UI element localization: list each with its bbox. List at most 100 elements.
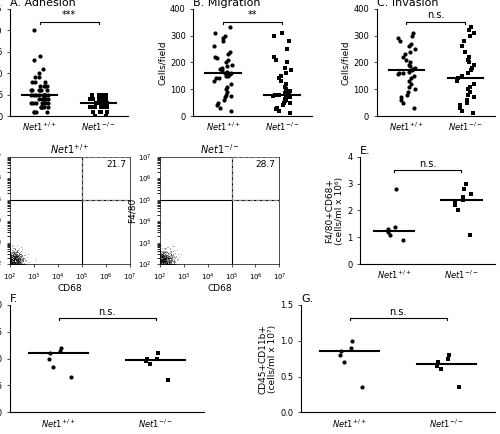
Point — [15, 261, 23, 268]
Point — [8, 261, 16, 268]
Point — [156, 261, 164, 268]
Point — [156, 261, 164, 268]
Point — [6, 261, 14, 268]
Point — [167, 252, 175, 259]
Point — [156, 261, 164, 268]
Point — [6, 261, 14, 268]
Point — [156, 261, 164, 268]
Point — [6, 248, 14, 255]
Point — [10, 261, 18, 268]
Point — [104, 100, 112, 107]
Point — [14, 261, 22, 268]
Point — [156, 261, 164, 268]
Point — [160, 261, 168, 268]
Point — [6, 261, 14, 268]
Point — [156, 261, 164, 268]
Point — [6, 261, 14, 268]
Point — [160, 255, 168, 262]
Point — [6, 261, 14, 268]
Point — [156, 261, 164, 268]
Point — [6, 261, 14, 268]
Point — [156, 261, 164, 268]
Point — [156, 261, 164, 268]
Point — [6, 261, 14, 268]
Point — [156, 261, 164, 268]
Point — [6, 261, 14, 268]
Point — [6, 261, 14, 268]
Point — [156, 256, 164, 263]
Point — [6, 254, 14, 261]
Point — [6, 261, 14, 268]
Point — [18, 261, 25, 268]
Point — [20, 261, 28, 268]
Point — [156, 261, 164, 268]
Point — [156, 261, 164, 268]
Point — [156, 261, 164, 268]
Point — [156, 261, 164, 268]
Point — [12, 261, 20, 268]
Point — [12, 257, 20, 264]
Point — [6, 261, 14, 268]
Point — [6, 261, 14, 268]
Point — [7, 256, 15, 263]
Point — [156, 261, 164, 268]
Point — [6, 261, 14, 268]
Point — [6, 261, 14, 268]
Point — [156, 261, 164, 268]
Point — [162, 253, 170, 260]
Point — [6, 261, 14, 268]
Point — [156, 261, 164, 268]
Point — [6, 261, 14, 268]
Point — [13, 261, 21, 268]
Point — [156, 261, 164, 268]
Point — [9, 249, 17, 256]
Point — [6, 261, 14, 268]
Point — [6, 261, 14, 268]
Point — [156, 261, 164, 268]
Point — [156, 261, 164, 268]
Point — [6, 261, 14, 268]
Point — [157, 261, 165, 268]
Point — [156, 261, 164, 268]
Point — [6, 256, 14, 263]
Point — [156, 261, 164, 268]
Point — [6, 254, 14, 261]
Point — [156, 261, 164, 268]
Point — [8, 261, 16, 268]
Point — [10, 258, 18, 265]
Point — [156, 255, 164, 262]
Point — [164, 249, 172, 256]
Point — [156, 261, 164, 268]
Point — [102, 104, 110, 111]
Point — [156, 257, 164, 264]
Point — [162, 259, 170, 266]
Point — [6, 261, 14, 268]
Point — [6, 261, 14, 268]
Point — [156, 261, 164, 268]
Point — [10, 253, 18, 260]
Point — [14, 253, 22, 260]
Point — [6, 261, 14, 268]
Point — [156, 261, 164, 268]
Point — [160, 257, 168, 264]
Point — [12, 255, 20, 262]
Point — [156, 261, 164, 268]
Point — [8, 253, 16, 260]
Point — [160, 250, 168, 257]
Point — [156, 261, 164, 268]
Point — [6, 261, 14, 268]
Point — [6, 261, 14, 268]
Point — [6, 261, 14, 268]
Point — [156, 261, 164, 268]
Point — [156, 261, 164, 268]
Point — [159, 257, 167, 264]
Point — [166, 254, 174, 261]
Point — [6, 261, 14, 268]
Point — [12, 256, 20, 263]
Point — [156, 261, 164, 268]
Point — [162, 253, 170, 260]
Point — [12, 258, 20, 265]
Point — [6, 261, 14, 268]
Point — [156, 258, 164, 265]
Point — [6, 261, 14, 268]
